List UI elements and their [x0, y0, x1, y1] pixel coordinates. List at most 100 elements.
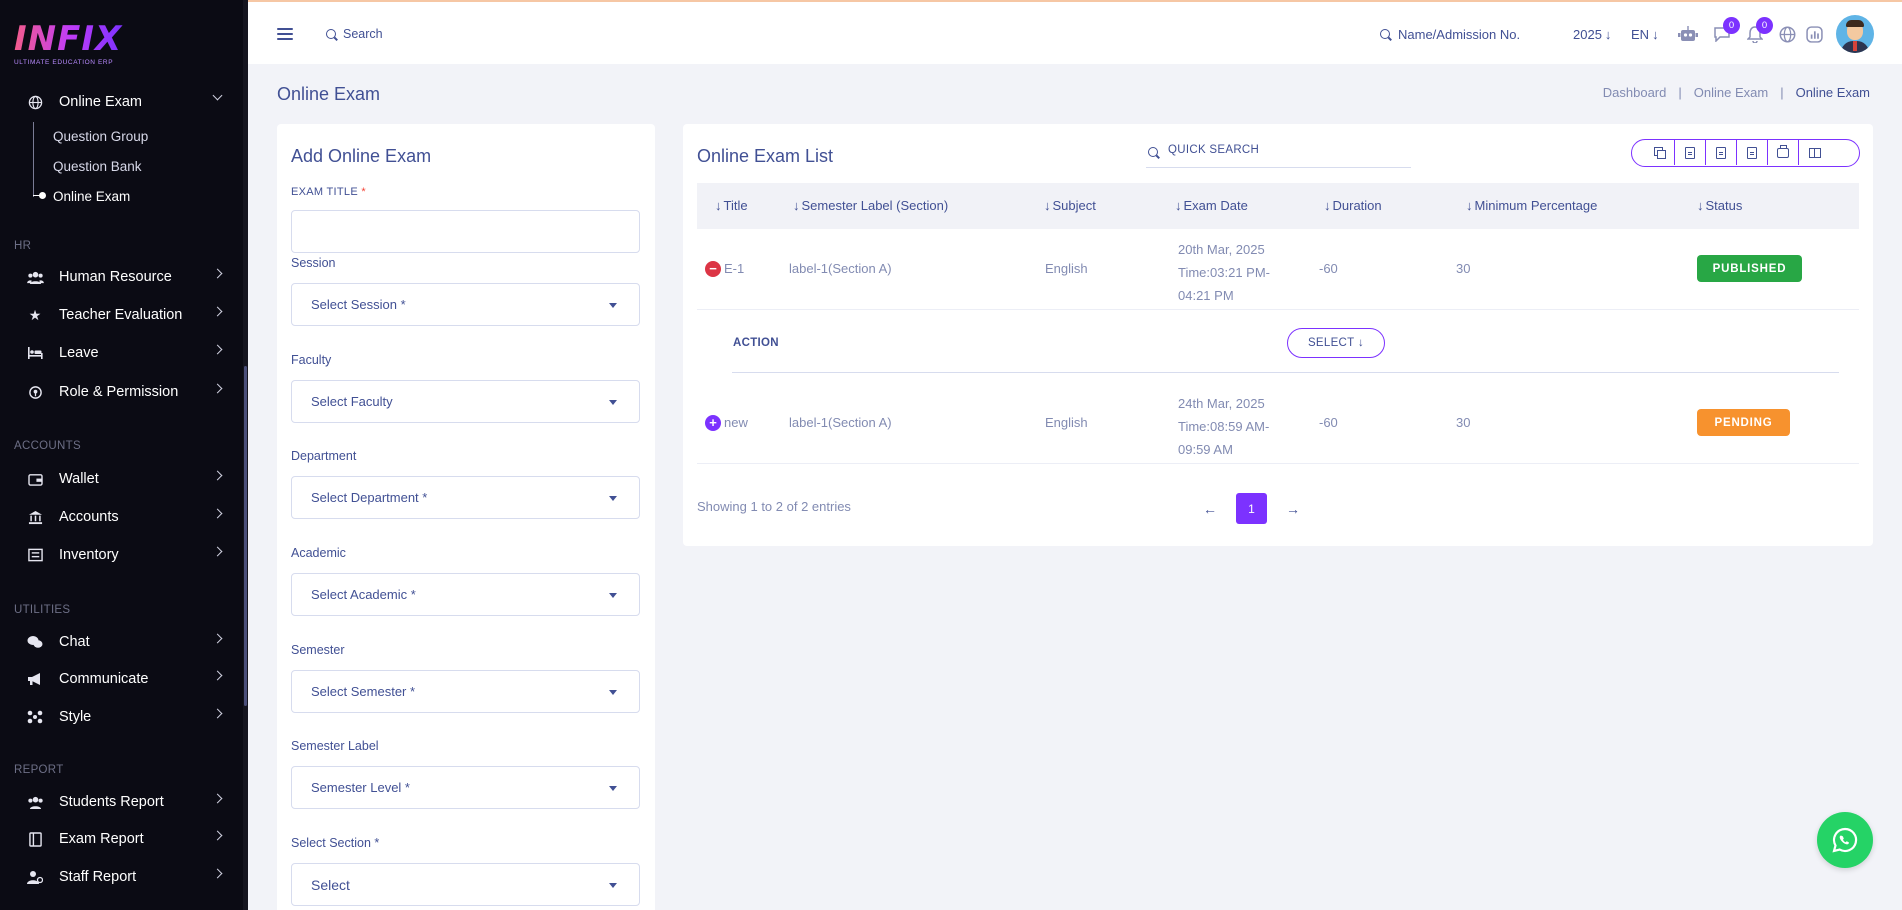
pdf-button[interactable] — [1737, 140, 1768, 165]
row-exam-date: 20th Mar, 2025 Time:03:21 PM-04:21 PM — [1178, 242, 1270, 303]
user-avatar[interactable] — [1836, 15, 1874, 53]
submenu-tick — [33, 195, 41, 196]
notification-badge: 0 — [1756, 17, 1773, 34]
chevron-right-icon — [212, 508, 223, 519]
submenu-online-exam[interactable]: Online Exam — [53, 189, 131, 204]
csv-icon — [1716, 146, 1726, 159]
row-min-percentage: 30 — [1456, 261, 1471, 276]
sidebar-item-role-permission[interactable]: Role & Permission — [0, 375, 243, 409]
next-page-icon[interactable]: → — [1286, 500, 1300, 517]
sort-arrow-icon: ↓ — [1697, 198, 1704, 213]
prev-page-icon[interactable]: ← — [1203, 500, 1217, 517]
print-button[interactable] — [1768, 140, 1799, 165]
sidebar-item-label: Staff Report — [59, 869, 137, 885]
menu-toggle-icon[interactable] — [277, 28, 293, 40]
sidebar-scroll-thumb[interactable] — [244, 366, 247, 706]
csv-button[interactable] — [1706, 140, 1737, 165]
megaphone-icon — [26, 670, 44, 688]
sidebar-item-label: Human Resource — [59, 269, 172, 285]
row-details: ACTION SELECT ↓ — [697, 310, 1859, 380]
section-report: REPORT — [14, 764, 64, 776]
department-label: Department — [291, 449, 357, 463]
wallet-icon — [26, 470, 44, 488]
department-select[interactable]: Select Department * — [291, 476, 640, 519]
caret-down-icon — [609, 303, 617, 308]
sidebar-item-inventory[interactable]: Inventory — [0, 538, 243, 572]
breadcrumb-online-exam[interactable]: Online Exam — [1693, 85, 1769, 100]
sidebar-item-teacher-evaluation[interactable]: ★ Teacher Evaluation — [0, 298, 243, 332]
academic-select[interactable]: Select Academic * — [291, 573, 640, 616]
column-status[interactable]: ↓ Status — [1697, 198, 1743, 213]
sidebar-item-staff-report[interactable]: Staff Report — [0, 860, 243, 894]
pagination: ← 1 → — [1198, 493, 1305, 524]
row-semester-label: label-1(Section A) — [789, 415, 892, 430]
sidebar-scrollbar[interactable] — [243, 0, 248, 910]
brand-logo[interactable]: INFIX ULTIMATE EDUCATION ERP — [14, 20, 124, 68]
column-minimum-percentage[interactable]: ↓ Minimum Percentage — [1466, 198, 1598, 213]
sidebar-item-label: Role & Permission — [59, 384, 179, 400]
faculty-label: Faculty — [291, 353, 332, 367]
row-duration: -60 — [1319, 261, 1338, 276]
academic-select-value: Select Academic * — [311, 587, 416, 602]
sort-arrow-icon: ↓ — [1466, 198, 1473, 213]
chevron-right-icon — [212, 383, 223, 394]
section-select[interactable]: Select — [291, 863, 640, 906]
language-selector[interactable]: EN ↓ — [1631, 27, 1659, 42]
sidebar-item-students-report[interactable]: Students Report — [0, 785, 243, 819]
column-duration[interactable]: ↓ Duration — [1324, 198, 1382, 213]
whatsapp-button[interactable] — [1817, 812, 1873, 868]
list-title: Online Exam List — [697, 146, 834, 166]
table-row: − E-1 label-1(Section A) English 20th Mar… — [697, 229, 1859, 310]
semester-label-select-value: Semester Level * — [311, 780, 410, 795]
sidebar-item-label: Chat — [59, 634, 90, 650]
robot-icon[interactable] — [1678, 24, 1698, 44]
sidebar-item-style[interactable]: Style — [0, 700, 243, 734]
bank-icon — [26, 508, 44, 526]
globe-icon[interactable] — [1777, 24, 1797, 44]
sidebar: INFIX ULTIMATE EDUCATION ERP Online Exam… — [0, 0, 248, 910]
columns-button[interactable] — [1799, 140, 1830, 165]
sidebar-item-wallet[interactable]: Wallet — [0, 462, 243, 496]
submenu-question-group[interactable]: Question Group — [53, 129, 149, 144]
sidebar-item-human-resource[interactable]: Human Resource — [0, 260, 243, 294]
sidebar-item-label: Inventory — [59, 547, 119, 563]
column-semester-label[interactable]: ↓ Semester Label (Section) — [793, 198, 949, 213]
globe-icon — [26, 93, 44, 111]
sidebar-item-label: Style — [59, 709, 92, 725]
expand-row-icon[interactable]: + — [705, 414, 721, 431]
faculty-select[interactable]: Select Faculty — [291, 380, 640, 423]
sidebar-item-communicate[interactable]: Communicate — [0, 662, 243, 696]
exam-title-label: EXAM TITLE * — [291, 186, 366, 198]
admission-search[interactable]: Name/Admission No. — [1398, 27, 1521, 42]
submenu-question-bank[interactable]: Question Bank — [53, 159, 142, 174]
session-select[interactable]: Select Session * — [291, 283, 640, 326]
column-subject[interactable]: ↓ Subject — [1044, 198, 1096, 213]
top-search[interactable]: Search — [343, 27, 383, 41]
semester-label-select[interactable]: Semester Level * — [291, 766, 640, 809]
analytics-icon[interactable] — [1804, 24, 1824, 44]
pdf-icon — [1747, 146, 1757, 159]
select-action-button[interactable]: SELECT ↓ — [1287, 328, 1385, 358]
sidebar-item-leave[interactable]: Leave — [0, 336, 243, 370]
column-exam-date[interactable]: ↓ Exam Date — [1175, 198, 1248, 213]
column-title[interactable]: ↓ Title — [715, 198, 748, 213]
page-number[interactable]: 1 — [1236, 493, 1267, 524]
excel-icon — [1685, 146, 1695, 159]
year-value: 2025 — [1573, 27, 1602, 42]
exam-title-input[interactable] — [291, 210, 640, 253]
sidebar-item-chat[interactable]: Chat — [0, 625, 243, 659]
quick-search-input[interactable]: QUICK SEARCH — [1146, 138, 1411, 168]
year-selector[interactable]: 2025 ↓ — [1573, 27, 1611, 42]
sidebar-item-online-exam[interactable]: Online Exam — [0, 85, 243, 119]
copy-button[interactable] — [1644, 140, 1675, 165]
collapse-row-icon[interactable]: − — [705, 260, 721, 277]
sidebar-item-exam-report[interactable]: Exam Report — [0, 822, 243, 856]
sidebar-item-accounts[interactable]: Accounts — [0, 500, 243, 534]
semester-select[interactable]: Select Semester * — [291, 670, 640, 713]
logo-tagline: ULTIMATE EDUCATION ERP — [14, 59, 114, 66]
caret-down-icon — [609, 593, 617, 598]
excel-button[interactable] — [1675, 140, 1706, 165]
breadcrumb-dashboard[interactable]: Dashboard — [1602, 85, 1667, 100]
print-icon — [1777, 144, 1789, 158]
row-subject: English — [1045, 415, 1088, 430]
